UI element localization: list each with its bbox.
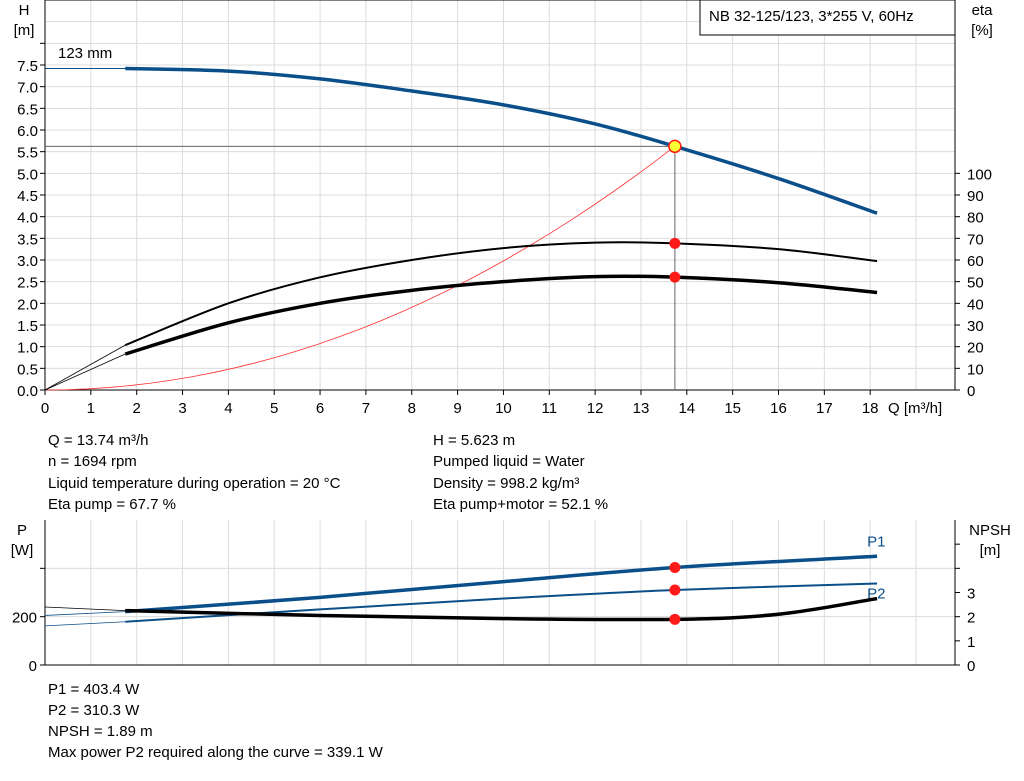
x-tick-label: 9 [453,400,461,417]
y-tick-label-right: 0 [967,658,975,675]
info-eta-pump: Eta pump = 67.7 % [48,496,176,513]
info-temp: Liquid temperature during operation = 20… [48,475,341,492]
x-axis-label: Q [m³/h] [888,400,942,417]
op-point-p2 [669,584,681,596]
info-maxp2: Max power P2 required along the curve = … [48,744,383,761]
y-tick-label-right: 50 [967,275,984,292]
y-tick-label-left: 0.0 [17,383,38,400]
y-tick-label-right: 100 [967,166,992,183]
x-tick-label: 1 [87,400,95,417]
y-axis-unit-left: [m] [14,22,35,39]
impeller-label: 123 mm [58,45,112,62]
op-point-p1 [669,562,681,574]
x-tick-label: 0 [41,400,49,417]
y-tick-label-left: 5.5 [17,145,38,162]
npsh-curve [125,596,878,622]
y-tick-label-left: 4.5 [17,188,38,205]
p1-curve [125,554,878,614]
x-tick-label: 13 [633,400,650,417]
y-axis-unit-right: [m] [980,542,1001,559]
y-axis-unit-right: [%] [971,22,993,39]
info-eta-total: Eta pump+motor = 52.1 % [433,496,609,513]
x-tick-label: 8 [408,400,416,417]
head-curve [125,66,878,215]
curve-extension [44,621,126,627]
y-tick-label-right: 20 [967,340,984,357]
x-tick-label: 2 [133,400,141,417]
info-q: Q = 13.74 m³/h [48,432,149,449]
y-tick-label-right: 60 [967,253,984,270]
info-p2: P2 = 310.3 W [48,702,140,719]
y-tick-label-left: 1.0 [17,340,38,357]
x-tick-label: 7 [362,400,370,417]
y-axis-label-right: eta [972,2,994,19]
op-point-npsh [669,613,681,625]
legend-box [699,0,956,36]
y-tick-label-left: 3.5 [17,231,38,248]
x-tick-label: 5 [270,400,278,417]
op-point-eta-total [669,271,681,283]
y-tick-label-left: 6.5 [17,101,38,118]
eta-curve-extension [44,353,126,391]
y-tick-label-left: 2.0 [17,296,38,313]
x-tick-label: 3 [178,400,186,417]
y-tick-label-right: 30 [967,318,984,335]
y-tick-label-right: 70 [967,231,984,248]
curve-extension [44,611,126,616]
y-axis-label-right: NPSH [969,522,1011,539]
x-tick-label: 11 [541,400,557,417]
y-tick-label-right: 80 [967,210,984,227]
y-tick-label-right: 3 [967,586,975,603]
x-tick-label: 16 [770,400,787,417]
x-tick-label: 12 [587,400,604,417]
info-h: H = 5.623 m [433,432,516,449]
x-tick-label: 18 [862,400,879,417]
x-tick-label: 6 [316,400,324,417]
x-tick-label: 14 [678,400,695,417]
y-tick-label-left: 2.5 [17,275,38,292]
info-p1: P1 = 403.4 W [48,681,140,698]
info-liquid: Pumped liquid = Water [433,453,585,470]
x-tick-label: 4 [224,400,232,417]
p1-label: P1 [867,533,885,550]
y-axis-label-left: H [19,2,30,19]
y-tick-label-left: 0 [29,658,37,675]
eta-pump-curve [124,241,878,347]
system-curve [44,146,676,391]
y-tick-label-right: 40 [967,296,984,313]
y-tick-label-left: 200 [12,610,37,627]
y-tick-label-left: 5.0 [17,166,38,183]
y-tick-label-left: 1.5 [17,318,38,335]
y-tick-label-right: 1 [967,634,975,651]
y-axis-label-left: P [17,522,27,539]
eta-total-curve [124,274,878,356]
y-tick-label-left: 6.0 [17,123,38,140]
info-density: Density = 998.2 kg/m³ [433,475,580,492]
y-tick-label-right: 2 [967,610,975,627]
info-n: n = 1694 rpm [48,453,137,470]
x-tick-label: 15 [724,400,741,417]
y-tick-label-right: 0 [967,383,975,400]
eta-curve-extension [44,344,126,391]
x-tick-label: 10 [495,400,512,417]
y-tick-label-left: 7.0 [17,80,38,97]
x-tick-label: 17 [816,400,833,417]
y-axis-unit-left: [W] [11,542,34,559]
chart-title: NB 32-125/123, 3*255 V, 60Hz [709,8,914,25]
y-tick-label-left: 0.5 [17,361,38,378]
info-npsh: NPSH = 1.89 m [48,723,153,740]
y-tick-label-right: 90 [967,188,984,205]
curve-extension [44,606,126,612]
y-tick-label-left: 4.0 [17,210,38,227]
y-tick-label-left: 7.5 [17,58,38,75]
y-tick-label-right: 10 [967,361,984,378]
op-point-eta-pump [669,237,681,249]
op-point-head [668,139,682,154]
y-tick-label-left: 3.0 [17,253,38,270]
